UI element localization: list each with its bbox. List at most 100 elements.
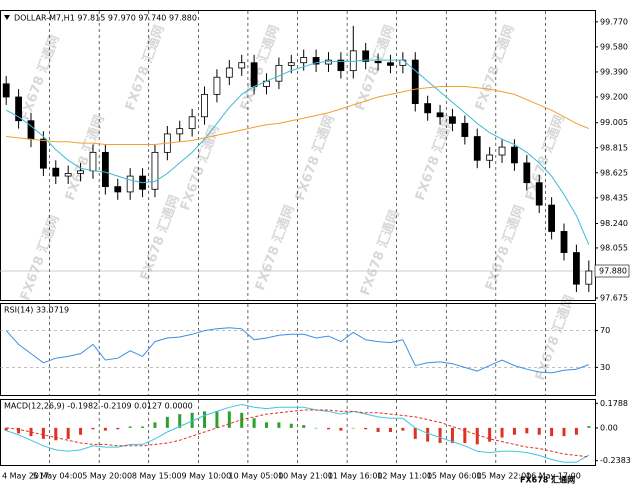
candle-body xyxy=(486,154,494,161)
histogram-bar xyxy=(141,426,145,428)
series-line xyxy=(6,409,589,458)
candle-body xyxy=(473,136,481,161)
y-tick-label: 0.00 xyxy=(600,423,618,432)
histogram-bar xyxy=(277,422,281,428)
x-tick-label: 11 May 16:00 xyxy=(328,472,383,481)
candle-body xyxy=(287,62,295,66)
histogram-bar xyxy=(103,427,107,431)
x-tick-label: 5 May 20:00 xyxy=(82,472,132,481)
histogram-bar xyxy=(326,427,330,430)
macd-title: MACD(12,26,9) -0.1982 -0.2109 0.0127 0.0… xyxy=(4,402,193,411)
x-tick-label: 10 May 05:00 xyxy=(228,472,283,481)
histogram-bar xyxy=(178,414,182,428)
watermark-logo: FX678 汇通网 xyxy=(520,475,575,485)
candle-body xyxy=(461,122,469,137)
candle-body xyxy=(188,116,196,130)
histogram-bar xyxy=(252,418,256,428)
chart-title: DOLLAR-M7,H1 97.815 97.970 97.740 97.880 xyxy=(14,14,197,23)
y-tick-label: 0.1788 xyxy=(600,399,628,408)
x-tick-label: 8 May 15:00 xyxy=(132,472,182,481)
candle-body xyxy=(436,112,444,118)
candle-body xyxy=(387,62,394,66)
histogram-bar xyxy=(525,427,529,434)
histogram-bar xyxy=(66,427,70,439)
candle-body xyxy=(560,231,568,253)
histogram-bar xyxy=(376,427,380,432)
histogram-bar xyxy=(413,427,417,439)
x-tick-label: 12 May 11:00 xyxy=(377,472,432,481)
histogram-bar xyxy=(475,427,479,445)
y-tick-label: 98.240 xyxy=(600,219,628,228)
histogram-bar xyxy=(463,427,467,443)
rsi-panel xyxy=(0,303,596,396)
last-price-label: 97.880 xyxy=(599,267,627,276)
candle-body xyxy=(238,62,246,69)
candle-body xyxy=(225,67,233,78)
candle-body xyxy=(176,128,184,135)
histogram-bar xyxy=(562,427,566,437)
candle-body xyxy=(77,170,84,174)
macd-panel xyxy=(0,399,596,466)
y-tick-label: 99.390 xyxy=(600,67,628,76)
histogram-bar xyxy=(215,411,219,428)
histogram-bar xyxy=(165,416,169,428)
series-line xyxy=(6,86,589,145)
histogram-bar xyxy=(153,422,157,428)
series-line xyxy=(5,59,590,245)
candle-body xyxy=(523,162,531,184)
candle-body xyxy=(39,138,47,169)
histogram-bar xyxy=(203,411,207,428)
candle-body xyxy=(114,186,122,193)
candle-body xyxy=(275,64,283,82)
candle-body xyxy=(424,103,432,114)
histogram-bar xyxy=(512,427,516,435)
candle-body xyxy=(362,50,370,62)
candle-body xyxy=(585,270,593,285)
candle-body xyxy=(126,175,134,193)
x-tick-label: 15 May 22:00 xyxy=(476,472,531,481)
histogram-bar xyxy=(54,427,58,441)
histogram-bar xyxy=(240,412,244,428)
x-tick-label: 5 May 04:00 xyxy=(33,472,83,481)
y-tick-label: 97.675 xyxy=(600,294,628,303)
main-panel xyxy=(0,10,596,301)
histogram-bar xyxy=(128,426,132,428)
x-tick-label: 16 May 17:00 xyxy=(526,472,581,481)
series-line xyxy=(6,403,590,463)
y-tick-label: 99.770 xyxy=(600,17,628,26)
x-tick-label: 10 May 21:00 xyxy=(278,472,333,481)
x-tick-label: 4 May 2017 xyxy=(2,472,49,481)
histogram-bar xyxy=(550,427,554,437)
histogram-bar xyxy=(116,427,120,430)
candle-body xyxy=(89,151,97,172)
histogram-bar xyxy=(488,427,492,442)
histogram-bar xyxy=(339,427,343,431)
histogram-bar xyxy=(401,427,405,431)
histogram-bar xyxy=(500,427,504,438)
y-tick-label: 98.815 xyxy=(600,143,628,152)
histogram-bar xyxy=(450,427,454,443)
histogram-bar xyxy=(388,427,392,432)
histogram-bar xyxy=(587,426,591,428)
candle-body xyxy=(300,57,308,64)
series-line xyxy=(5,327,589,374)
y-tick-label: 99.580 xyxy=(600,42,628,51)
x-tick-label: 9 May 10:00 xyxy=(181,472,231,481)
candle-body xyxy=(312,57,320,65)
candle-body xyxy=(250,62,258,87)
y-tick-label: 70 xyxy=(600,326,610,335)
candle-body xyxy=(101,151,109,188)
histogram-bar xyxy=(190,412,194,428)
candle-body xyxy=(411,59,419,104)
histogram-bar xyxy=(574,427,578,435)
candle-body xyxy=(573,252,580,285)
candle-body xyxy=(64,173,72,177)
histogram-bar xyxy=(265,422,269,428)
candle-body xyxy=(337,59,345,72)
histogram-bar xyxy=(351,427,355,429)
candle-body xyxy=(535,182,543,206)
candle-body xyxy=(27,120,35,140)
